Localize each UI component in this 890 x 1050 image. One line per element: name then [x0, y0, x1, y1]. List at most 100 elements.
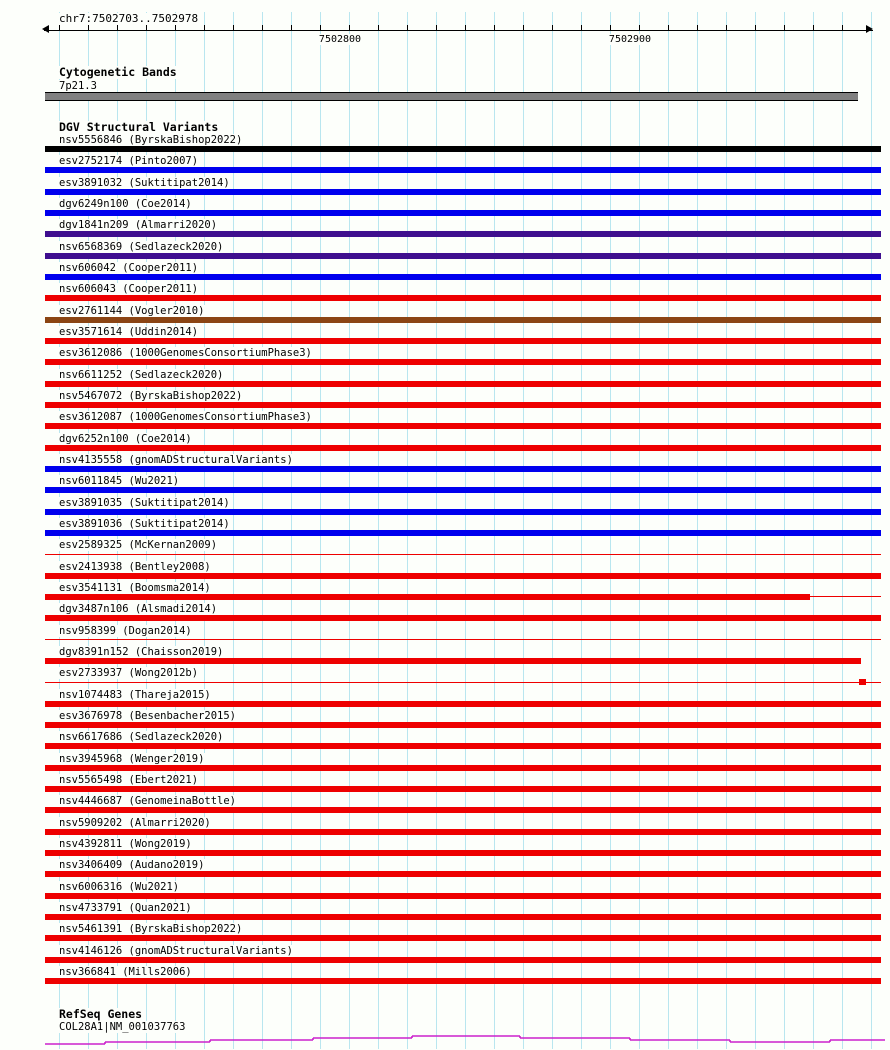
- ruler-tick-4: [175, 25, 176, 31]
- dgv-row-label[interactable]: nsv5565498 (Ebert2021): [59, 773, 202, 786]
- dgv-variant-bar[interactable]: [45, 593, 810, 600]
- dgv-variant-bar[interactable]: [45, 316, 881, 323]
- dgv-variant-bar[interactable]: [45, 487, 881, 494]
- ruler-tick-label: 7502800: [317, 34, 363, 45]
- refseq-gene-label: COL28A1|NM_001037763: [59, 1021, 189, 1033]
- dgv-variant-bar[interactable]: [45, 508, 881, 515]
- ruler-tick-9: [320, 25, 321, 31]
- dgv-row-label[interactable]: nsv6011845 (Wu2021): [59, 475, 183, 488]
- dgv-variant-bar[interactable]: [45, 849, 881, 856]
- dgv-variant-bar[interactable]: [45, 700, 881, 707]
- dgv-row-label[interactable]: esv3891035 (Suktitipat2014): [59, 496, 233, 509]
- dgv-variant-bar[interactable]: [45, 465, 881, 472]
- dgv-variant-bar[interactable]: [45, 935, 881, 942]
- dgv-row-label[interactable]: nsv4392811 (Wong2019): [59, 837, 195, 850]
- dgv-row-label[interactable]: esv3612087 (1000GenomesConsortiumPhase3): [59, 411, 315, 424]
- dgv-row-label[interactable]: nsv366841 (Mills2006): [59, 965, 195, 978]
- dgv-variant-bar[interactable]: [45, 681, 881, 683]
- dgv-variant-bar[interactable]: [45, 146, 881, 152]
- dgv-row-label[interactable]: nsv6611252 (Sedlazeck2020): [59, 368, 227, 381]
- dgv-row-label[interactable]: nsv3406409 (Audano2019): [59, 859, 208, 872]
- ruler-tick-11: [378, 25, 379, 31]
- dgv-row-label[interactable]: dgv1841n209 (Almarri2020): [59, 219, 221, 232]
- dgv-row-label[interactable]: nsv5461391 (ByrskaBishop2022): [59, 923, 246, 936]
- dgv-row-label[interactable]: nsv958399 (Dogan2014): [59, 624, 195, 637]
- dgv-variant-bar[interactable]: [45, 764, 881, 771]
- dgv-row-label[interactable]: nsv3945968 (Wenger2019): [59, 752, 208, 765]
- dgv-row-label[interactable]: esv2752174 (Pinto2007): [59, 155, 202, 168]
- dgv-row-label[interactable]: dgv3487n106 (Alsmadi2014): [59, 603, 221, 616]
- dgv-variant-bar[interactable]: [45, 657, 861, 664]
- ruler-tick-15: [494, 25, 495, 31]
- dgv-variant-bar[interactable]: [45, 444, 881, 451]
- dgv-row-label[interactable]: dgv8391n152 (Chaisson2019): [59, 645, 227, 658]
- ruler-arrow-right-icon: [866, 25, 873, 33]
- dgv-variant-bar[interactable]: [45, 828, 881, 835]
- dgv-variant-bar[interactable]: [45, 807, 881, 814]
- dgv-row-label[interactable]: esv2733937 (Wong2012b): [59, 667, 202, 680]
- dgv-variant-bar[interactable]: [45, 401, 881, 408]
- dgv-row-label[interactable]: esv3676978 (Besenbacher2015): [59, 709, 240, 722]
- dgv-row-label[interactable]: nsv606043 (Cooper2011): [59, 283, 202, 296]
- dgv-row-label[interactable]: esv3541131 (Boomsma2014): [59, 581, 214, 594]
- dgv-row-label[interactable]: nsv4446687 (GenomeinaBottle): [59, 795, 240, 808]
- dgv-variant-bar[interactable]: [45, 252, 881, 259]
- dgv-row-label[interactable]: nsv4146126 (gnomADStructuralVariants): [59, 944, 296, 957]
- dgv-row-label[interactable]: esv3891032 (Suktitipat2014): [59, 176, 233, 189]
- dgv-row-label[interactable]: dgv6249n100 (Coe2014): [59, 197, 195, 210]
- ruler-tick-17: [552, 25, 553, 31]
- dgv-row-label[interactable]: esv3612086 (1000GenomesConsortiumPhase3): [59, 347, 315, 360]
- dgv-row-label[interactable]: nsv4135558 (gnomADStructuralVariants): [59, 453, 296, 466]
- dgv-variant-bar[interactable]: [45, 188, 881, 195]
- dgv-variant-bar[interactable]: [45, 529, 881, 536]
- dgv-row-label[interactable]: nsv606042 (Cooper2011): [59, 261, 202, 274]
- dgv-variant-bar[interactable]: [45, 721, 881, 728]
- dgv-variant-bar[interactable]: [45, 295, 881, 302]
- ruler-tick-22: [697, 25, 698, 31]
- dgv-variant-bar[interactable]: [45, 871, 881, 878]
- dgv-variant-bar[interactable]: [45, 380, 881, 387]
- dgv-row-label[interactable]: nsv5467072 (ByrskaBishop2022): [59, 389, 246, 402]
- cytogenetic-band-bar[interactable]: [45, 92, 858, 101]
- dgv-variant-tail: [810, 596, 881, 598]
- dgv-variant-bar[interactable]: [45, 892, 881, 899]
- ruler-tick-18: [581, 25, 582, 31]
- dgv-row-label[interactable]: nsv5556846 (ByrskaBishop2022): [59, 134, 246, 146]
- dgv-row-label[interactable]: nsv6568369 (Sedlazeck2020): [59, 240, 227, 253]
- ruler-tick-10: [349, 25, 350, 31]
- dgv-variant-bar[interactable]: [45, 423, 881, 430]
- dgv-row-label[interactable]: esv2413938 (Bentley2008): [59, 560, 214, 573]
- dgv-row-label[interactable]: nsv5909202 (Almarri2020): [59, 816, 214, 829]
- dgv-variant-bar[interactable]: [45, 743, 881, 750]
- dgv-variant-bar[interactable]: [45, 553, 881, 555]
- dgv-row-label[interactable]: dgv6252n100 (Coe2014): [59, 432, 195, 445]
- dgv-row-label[interactable]: nsv4733791 (Quan2021): [59, 901, 195, 914]
- dgv-variant-bar[interactable]: [45, 785, 881, 792]
- dgv-row-label[interactable]: nsv6006316 (Wu2021): [59, 880, 183, 893]
- dgv-variant-bar[interactable]: [45, 956, 881, 963]
- dgv-row-label[interactable]: nsv6617686 (Sedlazeck2020): [59, 731, 227, 744]
- dgv-row-label[interactable]: esv3891036 (Suktitipat2014): [59, 517, 233, 530]
- dgv-variant-bar[interactable]: [45, 359, 881, 366]
- dgv-variant-bar[interactable]: [45, 572, 881, 579]
- dgv-row-label[interactable]: esv3571614 (Uddin2014): [59, 325, 202, 338]
- ruler-tick-16: [523, 25, 524, 31]
- ruler-tick-label: 7502900: [607, 34, 653, 45]
- dgv-variant-bar[interactable]: [45, 273, 881, 280]
- dgv-row-label[interactable]: esv2761144 (Vogler2010): [59, 304, 208, 317]
- dgv-variant-bar[interactable]: [45, 639, 881, 641]
- dgv-variant-bar[interactable]: [45, 167, 881, 174]
- dgv-variant-bar[interactable]: [45, 977, 881, 984]
- dgv-row-label[interactable]: nsv1074483 (Thareja2015): [59, 688, 214, 701]
- dgv-row-label[interactable]: esv2589325 (McKernan2009): [59, 539, 221, 552]
- ruler-axis-line: [44, 30, 873, 31]
- dgv-variant-bar[interactable]: [45, 209, 881, 216]
- ruler-tick-19: [610, 25, 611, 31]
- dgv-variant-bar[interactable]: [45, 913, 881, 920]
- coordinate-ruler[interactable]: chr7:7502703..7502978 7502800 7502900: [0, 0, 890, 52]
- dgv-variant-bar[interactable]: [45, 615, 881, 622]
- dgv-variant-bar[interactable]: [45, 337, 881, 344]
- dgv-variant-block[interactable]: [859, 679, 866, 686]
- dgv-variant-bar[interactable]: [45, 231, 881, 238]
